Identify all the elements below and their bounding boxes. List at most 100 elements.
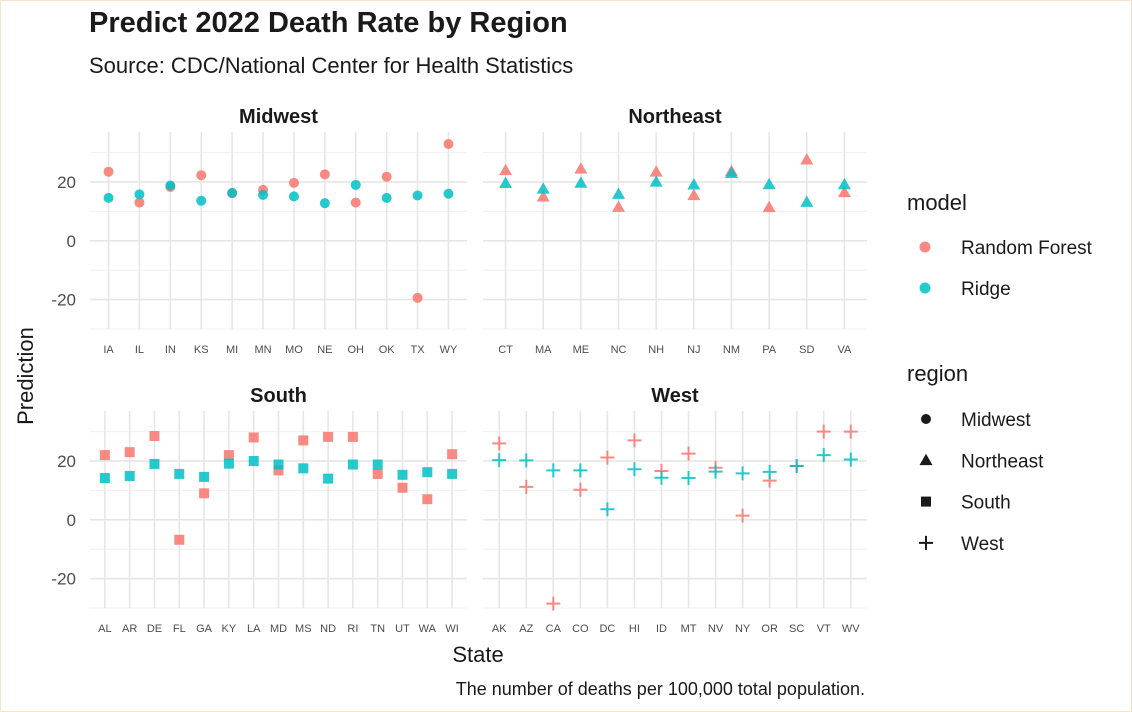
- x-tick-label: MO: [285, 344, 303, 356]
- x-tick-label: IL: [135, 344, 144, 356]
- data-point-ridge: [174, 468, 185, 479]
- data-point-ridge: [288, 191, 299, 202]
- x-tick-label: MA: [535, 344, 552, 356]
- data-point-ridge: [124, 470, 135, 481]
- legend-key: [919, 535, 933, 550]
- data-point-ridge: [350, 179, 361, 190]
- data-point-ridge: [323, 473, 334, 484]
- data-point-ridge: [199, 471, 210, 482]
- x-tick-label: OK: [379, 344, 396, 356]
- chart-title: Predict 2022 Death Rate by Region: [89, 7, 568, 39]
- data-point-random-forest: [347, 431, 358, 442]
- x-tick-label: LA: [247, 623, 261, 635]
- x-tick-label: NE: [317, 344, 332, 356]
- data-point-random-forest: [412, 292, 423, 303]
- x-tick-label: WA: [419, 623, 437, 635]
- data-point-random-forest: [103, 166, 114, 177]
- data-point-ridge: [546, 463, 561, 478]
- data-point-ridge: [612, 187, 626, 199]
- data-point-random-forest: [443, 139, 454, 150]
- legend-title: model: [907, 190, 967, 215]
- legend-label: West: [961, 534, 1005, 555]
- facet-title: West: [651, 385, 699, 407]
- legend-key: [921, 496, 931, 507]
- data-point-random-forest: [422, 494, 433, 505]
- x-tick-label: SC: [789, 623, 804, 635]
- data-point-ridge: [397, 469, 408, 480]
- data-point-random-forest: [627, 433, 642, 448]
- y-tick-label: 20: [57, 452, 76, 471]
- data-point-ridge: [654, 470, 669, 485]
- data-point-ridge: [649, 175, 663, 187]
- data-point-random-forest: [546, 596, 561, 611]
- data-point-ridge: [499, 176, 513, 189]
- x-tick-label: ID: [656, 623, 667, 635]
- x-tick-label: ND: [320, 623, 336, 635]
- x-tick-label: DE: [147, 623, 162, 635]
- data-point-ridge: [837, 177, 851, 190]
- data-point-random-forest: [687, 188, 701, 201]
- x-tick-label: OR: [761, 623, 778, 635]
- x-tick-label: MN: [254, 344, 271, 356]
- data-point-ridge: [149, 458, 160, 469]
- chart-subtitle: Source: CDC/National Center for Health S…: [89, 53, 574, 78]
- x-tick-label: MS: [295, 623, 312, 635]
- x-axis-title: State: [452, 642, 503, 667]
- x-tick-label: MT: [681, 623, 697, 635]
- data-point-random-forest: [837, 185, 851, 198]
- data-point-random-forest: [288, 177, 299, 188]
- x-tick-label: GA: [196, 623, 213, 635]
- data-point-random-forest: [600, 450, 615, 465]
- x-tick-label: NH: [648, 344, 664, 356]
- data-point-ridge: [800, 195, 814, 207]
- data-point-ridge: [248, 455, 259, 466]
- data-point-random-forest: [149, 430, 160, 441]
- facet-title: Northeast: [628, 106, 722, 128]
- data-point-ridge: [227, 187, 238, 198]
- legend-label: Northeast: [961, 451, 1044, 472]
- data-point-ridge: [735, 466, 750, 481]
- y-tick-label: -20: [51, 291, 76, 310]
- data-point-random-forest: [350, 197, 361, 208]
- x-tick-label: NY: [735, 623, 751, 635]
- data-point-random-forest: [816, 424, 831, 439]
- legend-key: [919, 453, 933, 466]
- data-point-ridge: [600, 502, 615, 517]
- y-tick-label: 0: [67, 232, 76, 251]
- legend-key: [919, 282, 931, 294]
- data-point-random-forest: [735, 508, 750, 523]
- data-point-random-forest: [499, 163, 513, 176]
- data-point-random-forest: [612, 200, 626, 212]
- x-tick-label: WY: [440, 344, 458, 356]
- data-point-ridge: [372, 459, 383, 470]
- x-tick-label: FL: [173, 623, 186, 635]
- data-point-random-forest: [381, 171, 392, 182]
- data-point-ridge: [103, 192, 114, 203]
- data-point-ridge: [298, 463, 309, 474]
- x-tick-label: KY: [222, 623, 237, 635]
- data-point-ridge: [381, 192, 392, 203]
- data-point-ridge: [687, 178, 701, 190]
- x-tick-label: AR: [122, 623, 137, 635]
- chart-caption: The number of deaths per 100,000 total p…: [455, 679, 865, 699]
- data-point-ridge: [708, 464, 723, 479]
- x-tick-label: CA: [546, 623, 562, 635]
- data-point-ridge: [196, 195, 207, 206]
- data-point-ridge: [319, 198, 330, 209]
- x-tick-label: NV: [708, 623, 724, 635]
- legend-label: South: [961, 493, 1011, 514]
- x-tick-label: CT: [498, 344, 513, 356]
- data-point-random-forest: [134, 197, 145, 208]
- x-tick-label: SD: [799, 344, 814, 356]
- data-point-ridge: [762, 464, 777, 479]
- data-point-random-forest: [323, 431, 334, 442]
- data-point-random-forest: [319, 169, 330, 180]
- x-tick-label: NJ: [687, 344, 700, 356]
- legend-title: region: [907, 361, 968, 386]
- x-tick-label: VT: [817, 623, 831, 635]
- data-point-random-forest: [649, 165, 663, 177]
- x-tick-label: RI: [347, 623, 358, 635]
- data-point-ridge: [681, 471, 696, 486]
- data-point-random-forest: [248, 432, 259, 443]
